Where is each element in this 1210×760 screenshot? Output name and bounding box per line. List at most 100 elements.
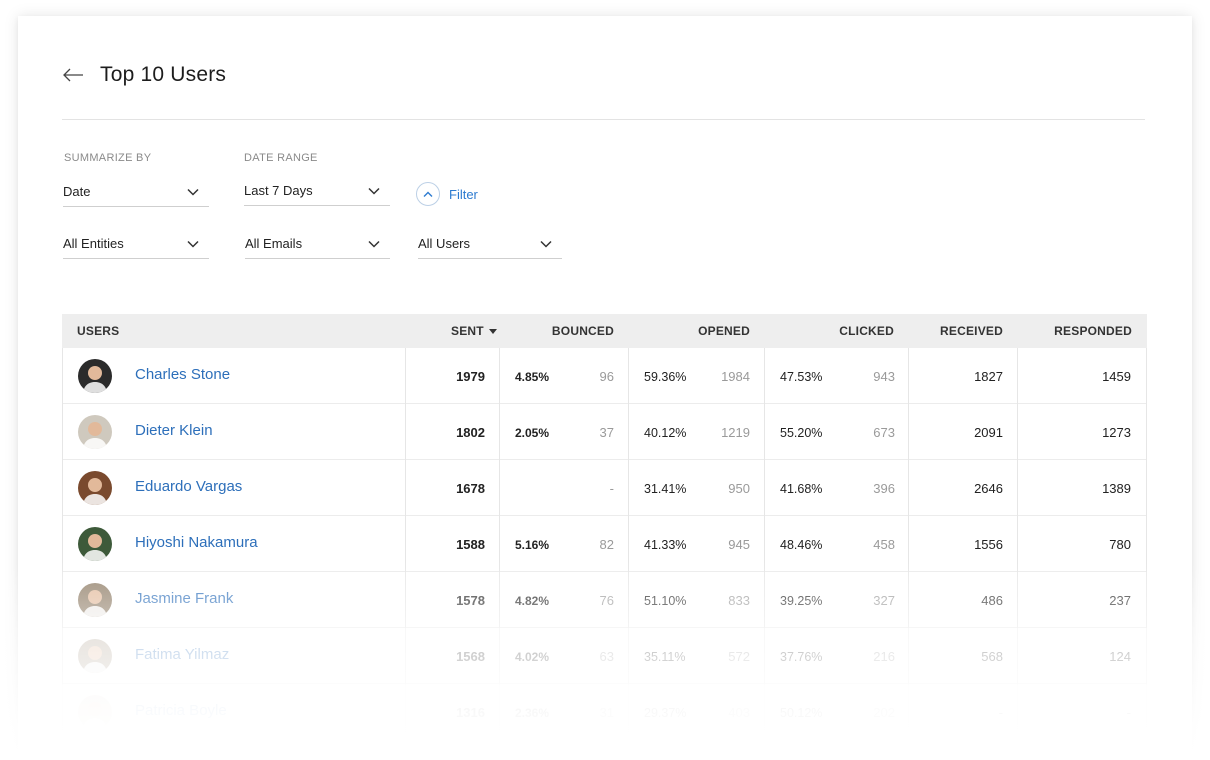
- cell-divider: [764, 348, 765, 404]
- cell-divider: [405, 516, 406, 572]
- sent-value: 1588: [456, 537, 485, 552]
- summarize-by-label: SUMMARIZE BY: [64, 152, 152, 164]
- cell-divider: [499, 460, 500, 516]
- cell-divider: [1017, 684, 1018, 740]
- bounced-count: -: [609, 481, 614, 496]
- avatar: [78, 695, 112, 729]
- table-row[interactable]: Jasmine Frank 1578 4.82% 76 51.10% 833 39.25% 3…: [62, 572, 1147, 628]
- filter-toggle-button[interactable]: Filter: [416, 182, 478, 206]
- clicked-count: 396: [873, 481, 895, 496]
- row-left-border: [62, 404, 63, 460]
- bounced-pct: 2.36%: [515, 706, 550, 720]
- user-name-link[interactable]: Patricia Boyle: [135, 702, 227, 719]
- page-title: Top 10 Users: [100, 63, 227, 86]
- row-right-border: [1146, 684, 1147, 740]
- cell-divider: [1017, 404, 1018, 460]
- users-select[interactable]: All Users: [418, 229, 562, 259]
- avatar: [78, 359, 112, 393]
- cell-divider: [1017, 516, 1018, 572]
- entities-select[interactable]: All Entities: [63, 229, 209, 259]
- cell-divider: [1017, 348, 1018, 404]
- opened-pct: 31.41%: [644, 482, 687, 496]
- sort-desc-icon: [488, 328, 497, 334]
- user-name-link[interactable]: Fatima Yilmaz: [135, 646, 230, 663]
- opened-pct: 41.33%: [644, 538, 687, 552]
- opened-pct: 35.11%: [644, 650, 686, 664]
- received-value: 1556: [974, 537, 1003, 552]
- chevron-down-icon: [540, 240, 552, 248]
- date-range-label: DATE RANGE: [244, 152, 318, 164]
- clicked-pct: 41.68%: [780, 482, 823, 496]
- opened-count: 403: [728, 705, 750, 720]
- clicked-count: 943: [873, 369, 895, 384]
- cell-divider: [499, 572, 500, 628]
- cell-divider: [628, 460, 629, 516]
- cell-divider: [405, 572, 406, 628]
- responded-value: 124: [1109, 649, 1131, 664]
- bounced-count: 96: [599, 369, 614, 384]
- cell-divider: [628, 572, 629, 628]
- row-right-border: [1146, 628, 1147, 684]
- cell-divider: [764, 404, 765, 460]
- opened-count: 572: [728, 649, 750, 664]
- user-name-link[interactable]: Jasmine Frank: [135, 590, 234, 607]
- row-left-border: [62, 684, 63, 740]
- row-left-border: [62, 628, 63, 684]
- filter-toggle-label: Filter: [449, 186, 478, 202]
- bounced-count: 63: [599, 649, 614, 664]
- cell-divider: [908, 460, 909, 516]
- opened-count: 833: [728, 593, 750, 608]
- clicked-count: 327: [873, 593, 895, 608]
- col-users-header[interactable]: USERS: [77, 324, 120, 338]
- chevron-down-icon: [187, 240, 199, 248]
- user-name-link[interactable]: Hiyoshi Nakamura: [135, 534, 258, 551]
- sent-value: 1568: [456, 649, 485, 664]
- sent-value: 1578: [456, 593, 485, 608]
- page-header: Top 10 Users: [62, 60, 226, 90]
- date-range-select[interactable]: Last 7 Days: [244, 176, 390, 206]
- table-row[interactable]: Dieter Klein 1802 2.05% 37 40.12% 1219 55.20% 6…: [62, 404, 1147, 460]
- cell-divider: [405, 684, 406, 740]
- bounced-pct: 5.16%: [515, 538, 550, 552]
- responded-value: 780: [1109, 537, 1131, 552]
- col-received-header[interactable]: RECEIVED: [940, 324, 1003, 338]
- table-row[interactable]: Charles Stone 1979 4.85% 96 59.36% 1984 47.53%…: [62, 348, 1147, 404]
- user-name-link[interactable]: Charles Stone: [135, 366, 231, 383]
- summarize-by-select[interactable]: Date: [63, 177, 209, 207]
- clicked-pct: 55.20%: [780, 426, 823, 440]
- cell-divider: [764, 628, 765, 684]
- cell-divider: [628, 404, 629, 460]
- col-clicked-header[interactable]: CLICKED: [839, 324, 894, 338]
- opened-count: 950: [728, 481, 750, 496]
- table-row[interactable]: Eduardo Vargas 1678 - 31.41% 950 41.68% 396 264…: [62, 460, 1147, 516]
- cell-divider: [908, 572, 909, 628]
- col-opened-header[interactable]: OPENED: [698, 324, 750, 338]
- col-sent-header[interactable]: SENT: [451, 314, 497, 348]
- cell-divider: [1017, 628, 1018, 684]
- row-right-border: [1146, 460, 1147, 516]
- cell-divider: [405, 348, 406, 404]
- user-name-link[interactable]: Eduardo Vargas: [135, 478, 243, 495]
- entities-value: All Entities: [63, 236, 124, 251]
- table-row[interactable]: Patricia Boyle 1316 2.36% 31 29.37% 403 50.12%…: [62, 684, 1147, 740]
- bounced-count: 76: [599, 593, 614, 608]
- clicked-pct: 39.25%: [780, 594, 823, 608]
- opened-count: 945: [728, 537, 750, 552]
- back-arrow-icon[interactable]: [62, 64, 84, 86]
- sent-value: 1802: [456, 425, 485, 440]
- col-bounced-header[interactable]: BOUNCED: [551, 324, 614, 338]
- avatar: [78, 471, 112, 505]
- user-name-link[interactable]: Dieter Klein: [135, 422, 213, 439]
- row-left-border: [62, 572, 63, 628]
- date-range-value: Last 7 Days: [244, 183, 313, 198]
- received-value: -: [998, 705, 1003, 720]
- clicked-pct: 37.76%: [780, 650, 823, 664]
- table-row[interactable]: Fatima Yilmaz 1568 4.02% 63 35.11% 572 37.76% 2…: [62, 628, 1147, 684]
- table-row[interactable]: Hiyoshi Nakamura 1588 5.16% 82 41.33% 945 48.4…: [62, 516, 1147, 572]
- responded-value: -: [1126, 705, 1131, 720]
- opened-pct: 59.36%: [644, 370, 687, 384]
- col-responded-header[interactable]: RESPONDED: [1054, 324, 1132, 338]
- emails-select[interactable]: All Emails: [245, 229, 390, 259]
- summarize-by-value: Date: [63, 184, 91, 199]
- responded-value: 1459: [1102, 369, 1131, 384]
